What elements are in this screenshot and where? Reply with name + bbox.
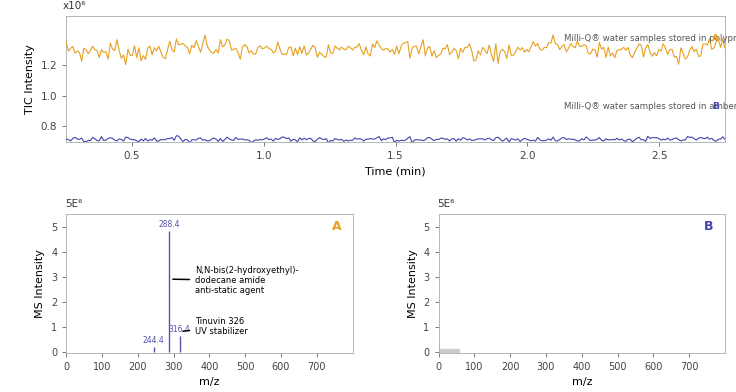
Text: 5E⁶: 5E⁶: [65, 199, 82, 209]
Text: x10⁶: x10⁶: [63, 1, 86, 11]
Text: Milli-Q® water samples stored in polypropylene bottle: Milli-Q® water samples stored in polypro…: [564, 34, 736, 43]
Y-axis label: MS Intensity: MS Intensity: [408, 249, 418, 318]
Text: B: B: [704, 220, 713, 233]
Text: 316.4: 316.4: [169, 325, 191, 334]
X-axis label: m/z: m/z: [199, 377, 219, 387]
Text: N,N-bis(2-hydroxyethyl)-
dodecane amide
anti-static agent: N,N-bis(2-hydroxyethyl)- dodecane amide …: [173, 265, 299, 295]
Text: Milli-Q® water samples stored in amber glass bottle: Milli-Q® water samples stored in amber g…: [564, 102, 736, 111]
Y-axis label: TIC Intensity: TIC Intensity: [25, 44, 35, 114]
Text: A: A: [331, 220, 342, 233]
Text: A: A: [712, 34, 719, 43]
Text: B: B: [712, 102, 718, 111]
Text: 288.4: 288.4: [159, 220, 180, 229]
Text: Tinuvin 326
UV stabilizer: Tinuvin 326 UV stabilizer: [183, 317, 248, 336]
Text: 244.4: 244.4: [143, 336, 165, 345]
X-axis label: m/z: m/z: [572, 377, 592, 387]
Text: 5E⁶: 5E⁶: [437, 199, 455, 209]
X-axis label: Time (min): Time (min): [365, 166, 426, 176]
Y-axis label: MS Intensity: MS Intensity: [35, 249, 46, 318]
